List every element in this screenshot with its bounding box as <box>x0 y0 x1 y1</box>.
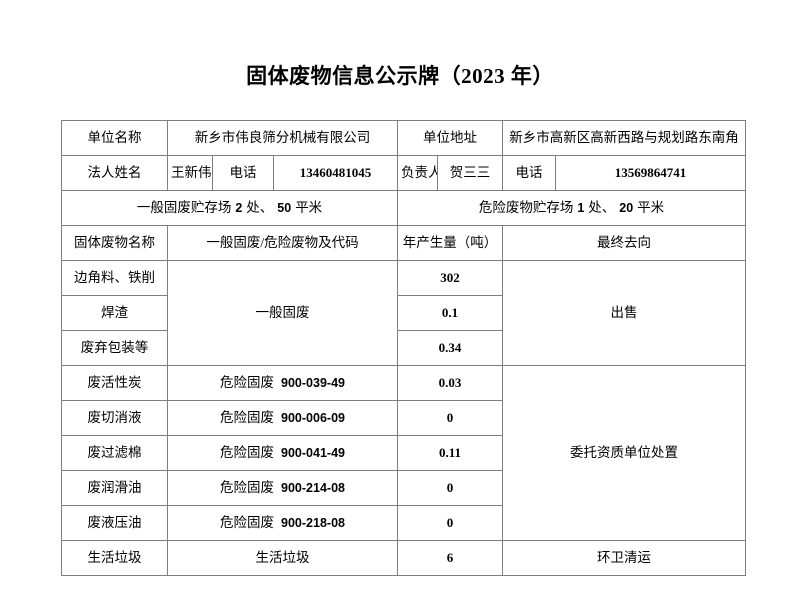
waste-category: 生活垃圾 <box>166 540 399 576</box>
general-storage-mid: 处、 <box>246 199 274 215</box>
company-address-value: 新乡市高新区高新西路与规划路东南角 <box>502 120 747 156</box>
table-row: 边角料、铁削 一般固废 302 出售 <box>61 260 747 366</box>
waste-code: 900-039-49 <box>281 375 345 390</box>
hazardous-storage-mid: 处、 <box>588 199 616 215</box>
general-storage-info: 一般固废贮存场 2 处、 50 平米 <box>60 190 399 226</box>
waste-category: 危险固废 900-006-09 <box>166 400 399 436</box>
waste-name: 废过滤棉 <box>61 435 168 471</box>
general-storage-unit: 平米 <box>295 199 323 215</box>
waste-code: 900-214-08 <box>281 480 345 495</box>
waste-category-label: 危险固废 <box>220 374 275 390</box>
waste-name: 生活垃圾 <box>61 540 168 576</box>
general-storage-area: 50 <box>277 200 292 215</box>
domestic-waste-destination: 环卫清运 <box>502 540 747 576</box>
company-name-label: 单位名称 <box>61 120 168 156</box>
waste-category: 危险固废 900-039-49 <box>166 365 399 401</box>
waste-category: 危险固废 900-041-49 <box>166 435 399 471</box>
waste-code: 900-006-09 <box>281 410 345 425</box>
table-header-row: 固体废物名称 一般固废/危险废物及代码 年产生量（吨） 最终去向 <box>61 225 747 261</box>
waste-category-label: 危险固废 <box>220 444 275 460</box>
waste-category-label: 危险固废 <box>220 409 275 425</box>
general-waste-category: 一般固废 <box>166 260 399 366</box>
manager-value: 贺三三 <box>437 155 504 191</box>
legal-person-phone-value: 13460481045 <box>272 155 399 191</box>
waste-name: 焊渣 <box>61 295 168 331</box>
table-row: 废活性炭 危险固废 900-039-49 0.03 委托资质单位处置 <box>61 365 747 541</box>
legal-person-label: 法人姓名 <box>61 155 168 191</box>
hazardous-storage-unit: 平米 <box>637 199 665 215</box>
column-header-destination: 最终去向 <box>502 225 747 261</box>
waste-category-label: 危险固废 <box>220 514 275 530</box>
waste-amount: 0.1 <box>397 295 504 331</box>
waste-amount: 0.03 <box>397 365 504 401</box>
manager-phone-label: 电话 <box>502 155 557 191</box>
waste-name: 废切消液 <box>61 400 168 436</box>
table-row: 废弃包装等 0.34 <box>61 330 746 366</box>
waste-amount: 0 <box>397 505 504 541</box>
table-row: 焊渣 0.1 <box>61 295 746 331</box>
hazardous-storage-area: 20 <box>619 200 634 215</box>
waste-name: 废液压油 <box>61 505 168 541</box>
solid-waste-info-table: 单位名称 新乡市伟良筛分机械有限公司 单位地址 新乡市高新区高新西路与规划路东南… <box>60 120 747 576</box>
general-waste-destination: 出售 <box>502 260 747 366</box>
hazardous-storage-prefix: 危险废物贮存场 <box>478 199 574 215</box>
manager-phone-value: 13569864741 <box>555 155 747 191</box>
waste-amount: 0.34 <box>397 330 504 366</box>
waste-category-label: 危险固废 <box>220 479 275 495</box>
hazardous-storage-count: 1 <box>577 200 585 215</box>
table-row: 废切消液 危险固废 900-006-09 0 <box>61 400 746 436</box>
company-name-value: 新乡市伟良筛分机械有限公司 <box>166 120 399 156</box>
waste-amount: 302 <box>397 260 504 296</box>
column-header-amount: 年产生量（吨） <box>397 225 504 261</box>
page-title: 固体废物信息公示牌（2023 年） <box>246 64 554 88</box>
waste-code: 900-041-49 <box>281 445 345 460</box>
waste-category: 危险固废 900-214-08 <box>166 470 399 506</box>
waste-name: 边角料、铁削 <box>61 260 168 296</box>
legal-person-phone-label: 电话 <box>212 155 274 191</box>
waste-name: 废活性炭 <box>61 365 168 401</box>
table-row: 废润滑油 危险固废 900-214-08 0 <box>61 470 746 506</box>
column-header-category: 一般固废/危险废物及代码 <box>166 225 399 261</box>
company-address-label: 单位地址 <box>397 120 504 156</box>
table-row: 废过滤棉 危险固废 900-041-49 0.11 <box>61 435 746 471</box>
table-row: 生活垃圾 生活垃圾 6 环卫清运 <box>61 540 747 576</box>
waste-name: 废弃包装等 <box>61 330 168 366</box>
waste-amount: 0 <box>397 400 504 436</box>
waste-amount: 0.11 <box>397 435 504 471</box>
general-storage-prefix: 一般固废贮存场 <box>136 199 232 215</box>
hazardous-storage-info: 危险废物贮存场 1 处、 20 平米 <box>397 190 747 226</box>
waste-amount: 6 <box>397 540 504 576</box>
table-row-contacts: 法人姓名 王新伟 电话 13460481045 负责人 贺三三 电话 13569… <box>61 155 747 191</box>
general-storage-count: 2 <box>235 200 243 215</box>
table-row-storage: 一般固废贮存场 2 处、 50 平米 危险废物贮存场 1 处、 20 平米 <box>60 190 747 226</box>
manager-label: 负责人 <box>397 155 439 191</box>
waste-category: 危险固废 900-218-08 <box>166 505 399 541</box>
waste-name: 废润滑油 <box>61 470 168 506</box>
waste-code: 900-218-08 <box>281 515 345 530</box>
column-header-name: 固体废物名称 <box>61 225 168 261</box>
hazardous-waste-destination: 委托资质单位处置 <box>502 365 747 541</box>
table-row-company: 单位名称 新乡市伟良筛分机械有限公司 单位地址 新乡市高新区高新西路与规划路东南… <box>61 120 747 156</box>
legal-person-value: 王新伟 <box>167 155 213 191</box>
waste-amount: 0 <box>397 470 504 506</box>
